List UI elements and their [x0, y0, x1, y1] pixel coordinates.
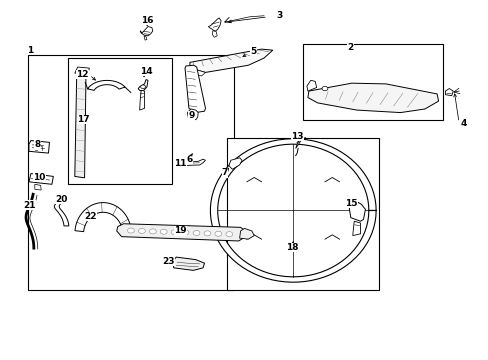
Polygon shape	[180, 159, 205, 166]
Polygon shape	[140, 27, 153, 36]
Polygon shape	[306, 80, 316, 91]
Polygon shape	[172, 257, 204, 270]
Circle shape	[182, 230, 189, 235]
Text: 20: 20	[55, 195, 68, 204]
Circle shape	[127, 228, 134, 233]
Text: 23: 23	[163, 257, 175, 266]
Polygon shape	[188, 68, 205, 76]
Text: 15: 15	[345, 199, 357, 208]
Polygon shape	[75, 72, 86, 178]
Text: 22: 22	[84, 212, 97, 221]
Polygon shape	[29, 174, 53, 184]
Polygon shape	[239, 228, 254, 239]
Polygon shape	[189, 49, 272, 72]
Polygon shape	[144, 36, 147, 40]
Text: 17: 17	[77, 115, 90, 124]
Text: 11: 11	[174, 159, 186, 168]
Text: 21: 21	[23, 201, 36, 210]
Bar	[68, 58, 172, 184]
Text: 12: 12	[76, 70, 89, 79]
Polygon shape	[212, 31, 217, 37]
Polygon shape	[210, 139, 375, 282]
Text: 8: 8	[34, 140, 41, 149]
Text: 18: 18	[285, 243, 298, 252]
Text: 4: 4	[460, 119, 466, 128]
Circle shape	[215, 231, 222, 236]
Circle shape	[193, 230, 200, 235]
Circle shape	[141, 85, 145, 89]
Bar	[303, 44, 443, 120]
Polygon shape	[117, 224, 246, 241]
Text: 7: 7	[222, 168, 228, 177]
Circle shape	[160, 229, 167, 234]
Polygon shape	[54, 201, 69, 226]
Circle shape	[149, 229, 156, 234]
Polygon shape	[29, 140, 49, 153]
Polygon shape	[187, 109, 198, 120]
Polygon shape	[228, 158, 242, 169]
Polygon shape	[352, 221, 360, 235]
Polygon shape	[75, 67, 89, 74]
Text: 6: 6	[186, 155, 193, 164]
Text: 13: 13	[290, 132, 303, 141]
Polygon shape	[138, 80, 148, 91]
Text: 3: 3	[276, 11, 282, 20]
Text: 2: 2	[347, 43, 353, 52]
Polygon shape	[445, 89, 452, 96]
Circle shape	[203, 231, 210, 236]
Polygon shape	[295, 139, 302, 148]
Polygon shape	[140, 90, 144, 110]
Polygon shape	[208, 18, 221, 31]
Polygon shape	[75, 203, 131, 231]
Circle shape	[225, 231, 232, 237]
Circle shape	[171, 230, 178, 235]
Text: 1: 1	[27, 46, 33, 55]
Bar	[27, 55, 233, 291]
Text: 9: 9	[188, 111, 195, 120]
Text: 16: 16	[141, 16, 153, 25]
Circle shape	[322, 86, 327, 91]
Text: 10: 10	[34, 173, 46, 182]
Polygon shape	[184, 65, 205, 113]
Polygon shape	[307, 83, 438, 113]
Polygon shape	[348, 202, 365, 221]
Text: 5: 5	[250, 47, 256, 56]
Polygon shape	[87, 80, 125, 90]
Text: 19: 19	[173, 226, 186, 235]
Bar	[227, 138, 378, 291]
Polygon shape	[35, 184, 41, 190]
Text: 14: 14	[140, 67, 152, 76]
Circle shape	[138, 229, 145, 234]
